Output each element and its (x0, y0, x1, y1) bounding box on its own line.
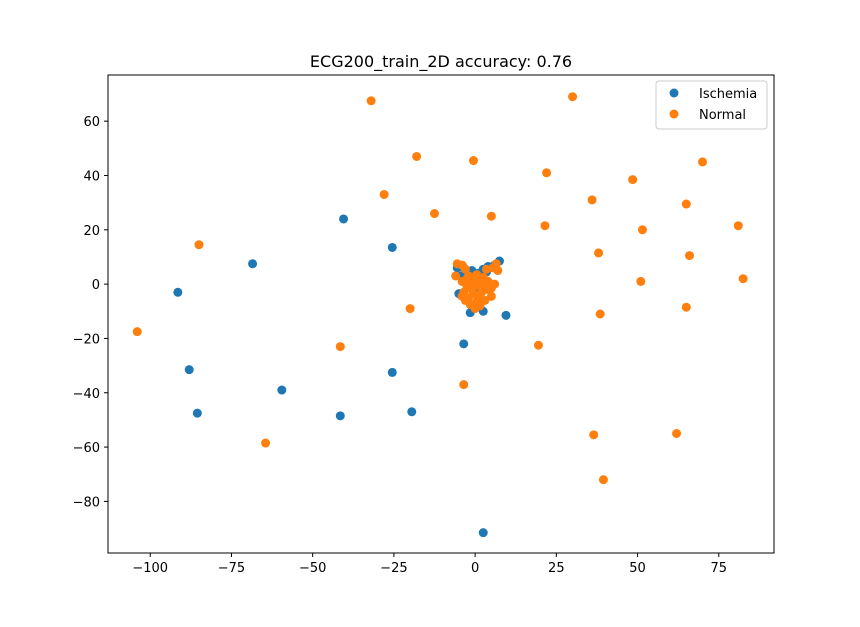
data-point-normal (589, 430, 599, 440)
data-point-normal (685, 251, 695, 261)
data-point-normal (261, 438, 271, 448)
data-point-normal (490, 279, 500, 289)
data-point-normal (194, 240, 204, 250)
data-point-normal (637, 225, 647, 235)
x-tick-label: 75 (710, 561, 727, 576)
x-tick-label: −25 (380, 561, 407, 576)
x-tick-label: −75 (218, 561, 245, 576)
data-point-normal (698, 157, 708, 167)
legend-box (655, 80, 768, 130)
data-point-normal (486, 211, 496, 221)
data-point-ischemia (248, 259, 258, 269)
data-point-normal (405, 304, 415, 314)
data-point-normal (468, 156, 478, 166)
data-point-normal (472, 270, 482, 280)
data-point-normal (587, 195, 597, 205)
data-point-normal (412, 151, 422, 161)
data-point-ischemia (459, 339, 469, 349)
data-point-ischemia (501, 310, 511, 320)
data-point-normal (459, 380, 469, 390)
data-point-normal (366, 96, 376, 106)
data-point-ischemia (387, 367, 397, 377)
data-point-normal (493, 266, 503, 276)
data-point-normal (533, 340, 543, 350)
data-point-normal (598, 475, 608, 485)
data-point-ischemia (407, 407, 417, 417)
chart-title: ECG200_train_2D accuracy: 0.76 (310, 52, 572, 72)
data-point-normal (480, 278, 490, 288)
data-point-normal (335, 342, 345, 352)
data-point-ischemia (184, 365, 194, 375)
data-point-ischemia (277, 385, 287, 395)
data-point-normal (681, 199, 691, 209)
data-point-normal (672, 429, 682, 438)
data-point-normal (738, 274, 748, 284)
data-point-normal (595, 309, 605, 319)
x-tick-label: −50 (299, 561, 326, 576)
data-point-normal (470, 278, 480, 288)
legend-marker-ischemia (669, 88, 679, 98)
data-point-normal (568, 92, 578, 102)
data-point-normal (733, 221, 743, 231)
data-point-normal (451, 271, 461, 281)
data-point-ischemia (478, 528, 488, 538)
data-point-normal (542, 168, 552, 178)
data-point-normal (594, 248, 604, 258)
y-tick-label: 20 (83, 224, 100, 239)
data-point-normal (457, 291, 467, 301)
data-point-normal (540, 221, 550, 231)
x-tick-label: −100 (132, 561, 168, 576)
plot-frame (107, 74, 775, 554)
data-point-ischemia (192, 408, 202, 418)
data-point-normal (472, 297, 482, 307)
legend-label-normal: Normal (699, 108, 746, 123)
data-point-normal (460, 264, 470, 274)
legend: Ischemia Normal (655, 80, 768, 130)
x-tick-label: 50 (629, 561, 646, 576)
data-point-normal (132, 327, 142, 337)
x-tick-label: 0 (471, 561, 479, 576)
y-tick-label: −60 (73, 441, 100, 456)
data-point-normal (628, 175, 638, 185)
data-point-normal (491, 259, 501, 269)
data-point-normal (636, 276, 646, 286)
data-point-normal (681, 302, 691, 312)
x-tick-label: 25 (548, 561, 565, 576)
data-point-ischemia (173, 287, 183, 297)
y-tick-label: −80 (73, 495, 100, 510)
data-point-normal (430, 209, 440, 219)
plot-area (108, 75, 774, 553)
data-point-normal (462, 274, 472, 284)
data-points (132, 92, 748, 538)
data-point-ischemia (339, 214, 349, 224)
y-tick-label: −40 (73, 387, 100, 402)
y-tick-label: 60 (83, 115, 100, 130)
legend-marker-normal (669, 109, 679, 119)
data-point-normal (486, 291, 496, 301)
legend-label-ischemia: Ischemia (699, 87, 757, 102)
data-point-normal (379, 190, 389, 199)
y-tick-label: 0 (92, 278, 100, 293)
data-point-ischemia (335, 411, 345, 421)
y-tick-label: −20 (73, 332, 100, 347)
data-point-ischemia (387, 242, 397, 252)
y-tick-label: 40 (83, 169, 100, 184)
axis-ticks: −100 −75 −50 −25 0 25 50 75 −80 −60 −40 −20 0 20 40 60 (73, 115, 727, 576)
